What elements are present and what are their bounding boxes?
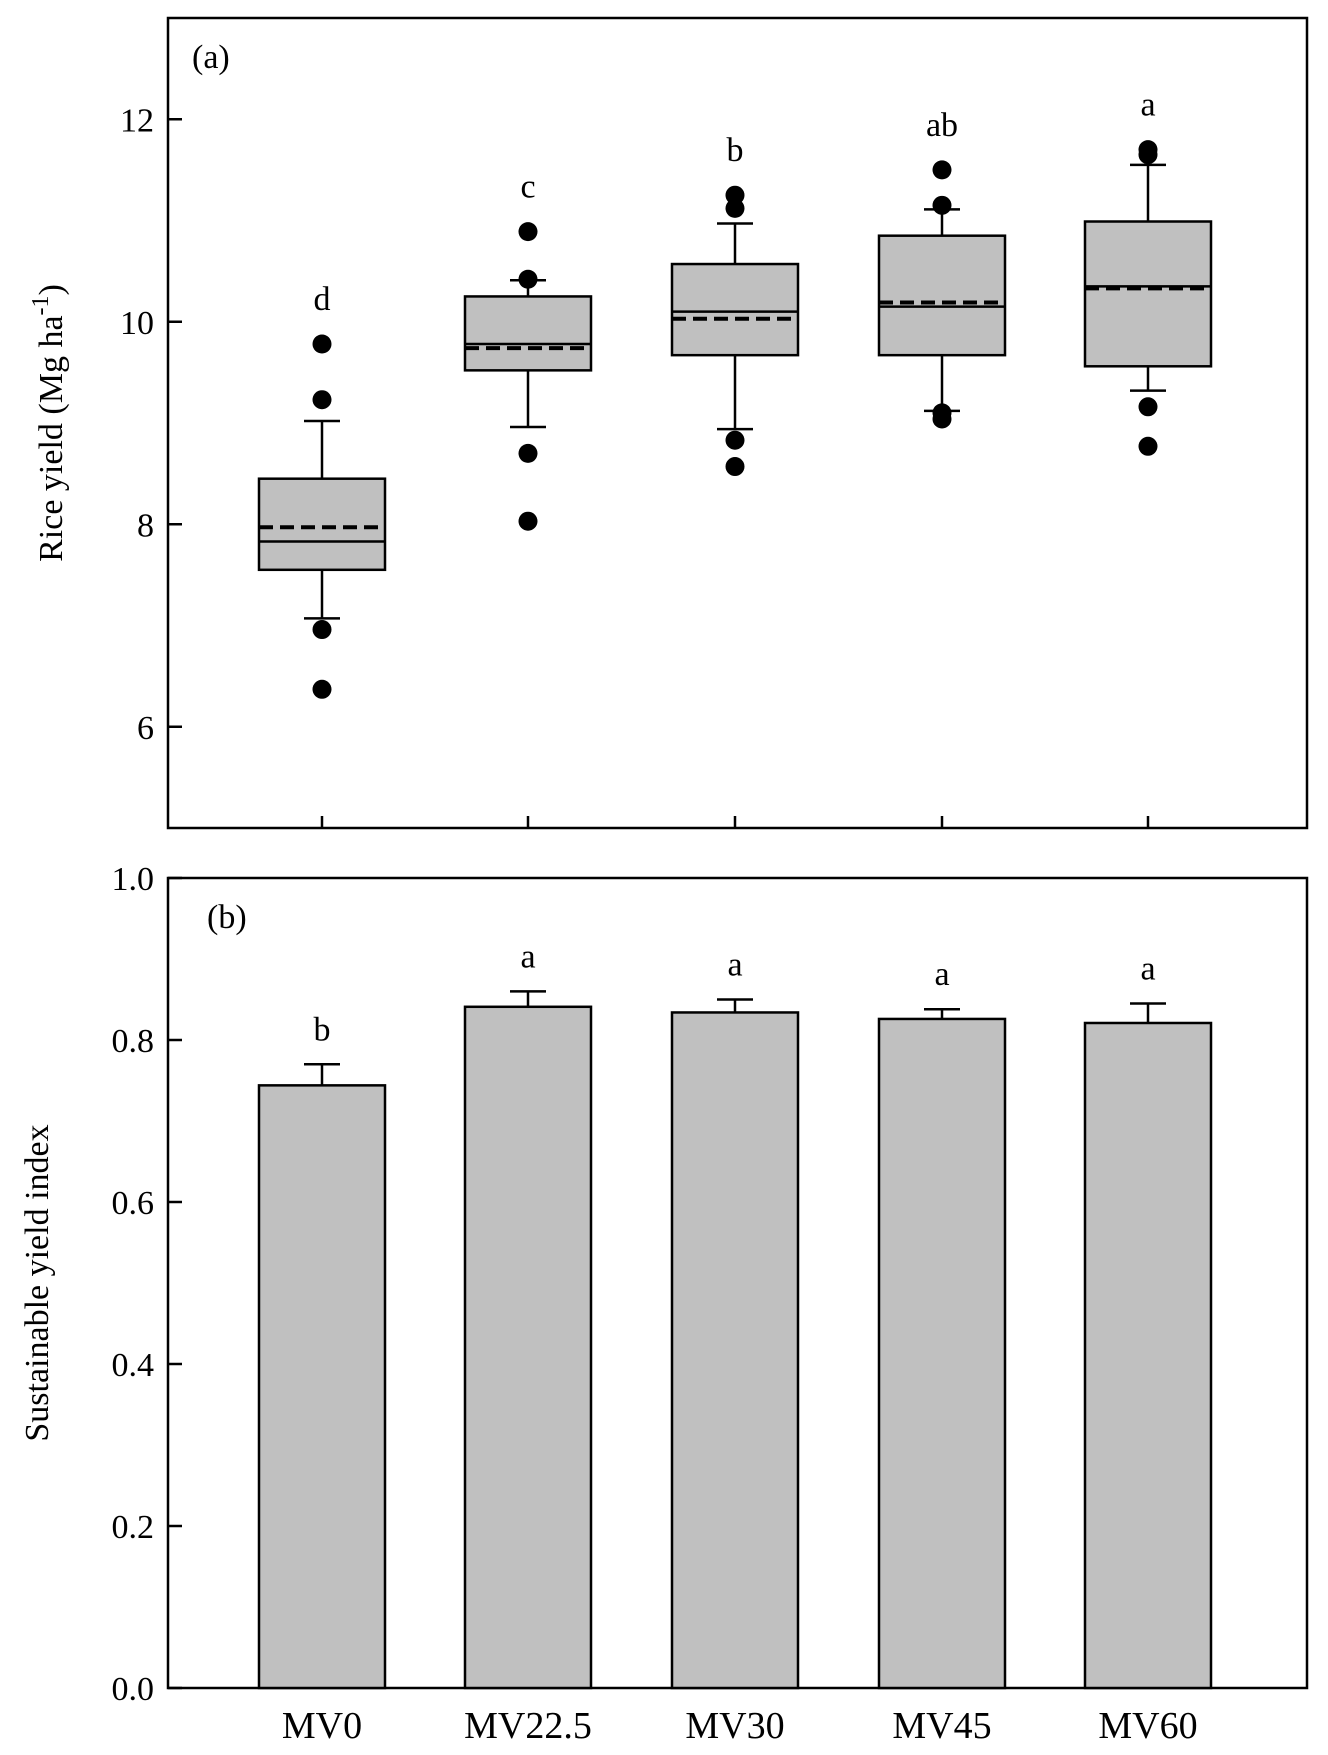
panel-a-y-tick-label: 8 — [137, 507, 154, 544]
panel-a-y-axis-label: Rice yield (Mg ha-1) — [28, 284, 70, 562]
panel-b-bar-chart: (b) 0.0 0.2 0.4 0.6 0.8 1.0 Sustainable yield… — [19, 861, 1309, 1747]
outlier-point — [725, 457, 745, 477]
significance-letter: c — [520, 169, 535, 206]
panel-a-y-label-main: Rice yield (Mg ha — [33, 315, 70, 561]
box-body — [1083, 220, 1213, 368]
panel-b-bars: b a a a a — [257, 938, 1213, 1690]
x-category-label: MV22.5 — [464, 1705, 592, 1747]
panel-b-y-tick-label: 1.0 — [112, 861, 155, 898]
outlier-point — [312, 620, 332, 640]
panel-b-y-tick-label: 0.8 — [112, 1023, 155, 1060]
outlier-point — [518, 511, 538, 531]
bar-rect — [877, 1017, 1007, 1690]
significance-letter: ab — [926, 107, 958, 144]
panel-b-y-tick-label: 0.4 — [112, 1347, 155, 1384]
bar-rect — [257, 1084, 387, 1690]
bar-rect — [1083, 1021, 1213, 1690]
outlier-point — [725, 198, 745, 218]
panel-a-x-ticks — [320, 816, 1150, 828]
panel-b-y-tick-label: 0.0 — [112, 1671, 155, 1708]
outlier-point — [518, 269, 538, 289]
outlier-point — [312, 334, 332, 354]
panel-a-box-plot: (a) 6 8 10 12 Rice yield (Mg ha-1) d c b ab a — [28, 16, 1309, 830]
panel-a-y-tick-label: 12 — [120, 102, 154, 139]
x-category-label: MV30 — [685, 1705, 784, 1747]
panel-b-x-axis: MV0 MV22.5 MV30 MV45 MV60 — [282, 1705, 1198, 1747]
box-body — [670, 262, 800, 357]
box-MV45: ab — [877, 107, 1007, 429]
panel-a-y-label-close: ) — [33, 284, 70, 295]
box-MV60: a — [1083, 87, 1213, 456]
significance-letter: a — [520, 938, 535, 975]
significance-letter: b — [314, 1011, 331, 1048]
panel-a-y-axis: 6 8 10 12 — [120, 102, 182, 747]
outlier-point — [932, 409, 952, 429]
significance-letter: a — [727, 947, 742, 984]
outlier-point — [725, 185, 745, 205]
significance-letter: a — [1140, 951, 1155, 988]
panel-b-label: (b) — [207, 899, 247, 936]
significance-letter: b — [727, 132, 744, 169]
panel-a-frame — [166, 16, 1309, 830]
panel-a-boxes: d c b ab a — [257, 87, 1213, 699]
panel-b-y-axis: 0.0 0.2 0.4 0.6 0.8 1.0 — [112, 861, 182, 1708]
outlier-point — [932, 195, 952, 215]
panel-a-y-tick-label: 10 — [120, 305, 154, 342]
outlier-point — [1138, 436, 1158, 456]
significance-letter: a — [934, 956, 949, 993]
box-MV22.5: c — [463, 169, 593, 531]
bar-rect — [670, 1011, 800, 1690]
panel-a-y-tick-label: 6 — [137, 710, 154, 747]
box-MV0: d — [257, 281, 387, 699]
box-MV30: b — [670, 132, 800, 477]
panel-b-y-tick-label: 0.2 — [112, 1509, 155, 1546]
outlier-point — [312, 679, 332, 699]
panel-a-label: (a) — [192, 39, 230, 76]
box-body — [877, 234, 1007, 357]
outlier-point — [312, 390, 332, 410]
outlier-point — [1138, 397, 1158, 417]
bar-MV30: a — [670, 947, 800, 1690]
bar-MV45: a — [877, 956, 1007, 1690]
box-body — [463, 295, 593, 372]
outlier-point — [518, 443, 538, 463]
panel-a-y-label-superscript: -1 — [28, 295, 54, 315]
outlier-point — [725, 430, 745, 450]
bar-MV0: b — [257, 1011, 387, 1690]
bar-MV60: a — [1083, 951, 1213, 1690]
box-body — [257, 477, 387, 572]
outlier-point — [932, 160, 952, 180]
significance-letter: a — [1140, 87, 1155, 124]
bar-rect — [463, 1005, 593, 1690]
x-category-label: MV60 — [1098, 1705, 1197, 1747]
x-category-label: MV0 — [282, 1705, 362, 1747]
outlier-point — [1138, 145, 1158, 165]
panel-b-y-axis-label: Sustainable yield index — [19, 1124, 56, 1441]
significance-letter: d — [314, 281, 331, 318]
panel-b-y-tick-label: 0.6 — [112, 1185, 155, 1222]
bar-MV22.5: a — [463, 938, 593, 1690]
outlier-point — [518, 222, 538, 242]
x-category-label: MV45 — [892, 1705, 991, 1747]
